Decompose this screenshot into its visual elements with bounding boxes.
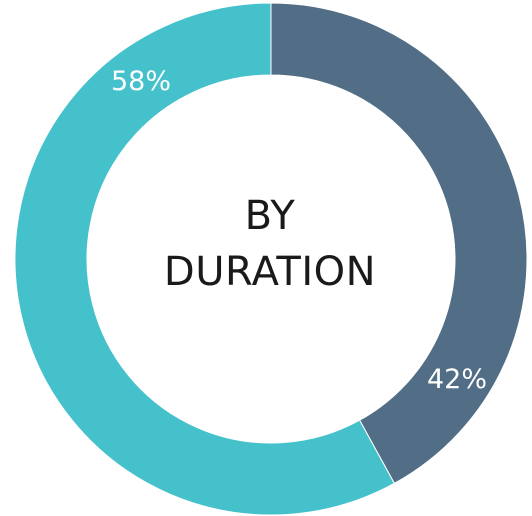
- center-title-line-2: DURATION: [163, 249, 377, 295]
- donut-slice-0: [270, 2, 528, 485]
- chart-center-title: BY DURATION: [100, 188, 440, 300]
- slice-label-0: 42%: [427, 364, 487, 395]
- slice-label-1: 58%: [111, 66, 171, 97]
- donut-slice-1: [14, 2, 396, 516]
- center-title-line-1: BY: [244, 193, 296, 239]
- slices-layer: [14, 2, 528, 516]
- slice-labels-layer: 42% 58%: [111, 66, 487, 395]
